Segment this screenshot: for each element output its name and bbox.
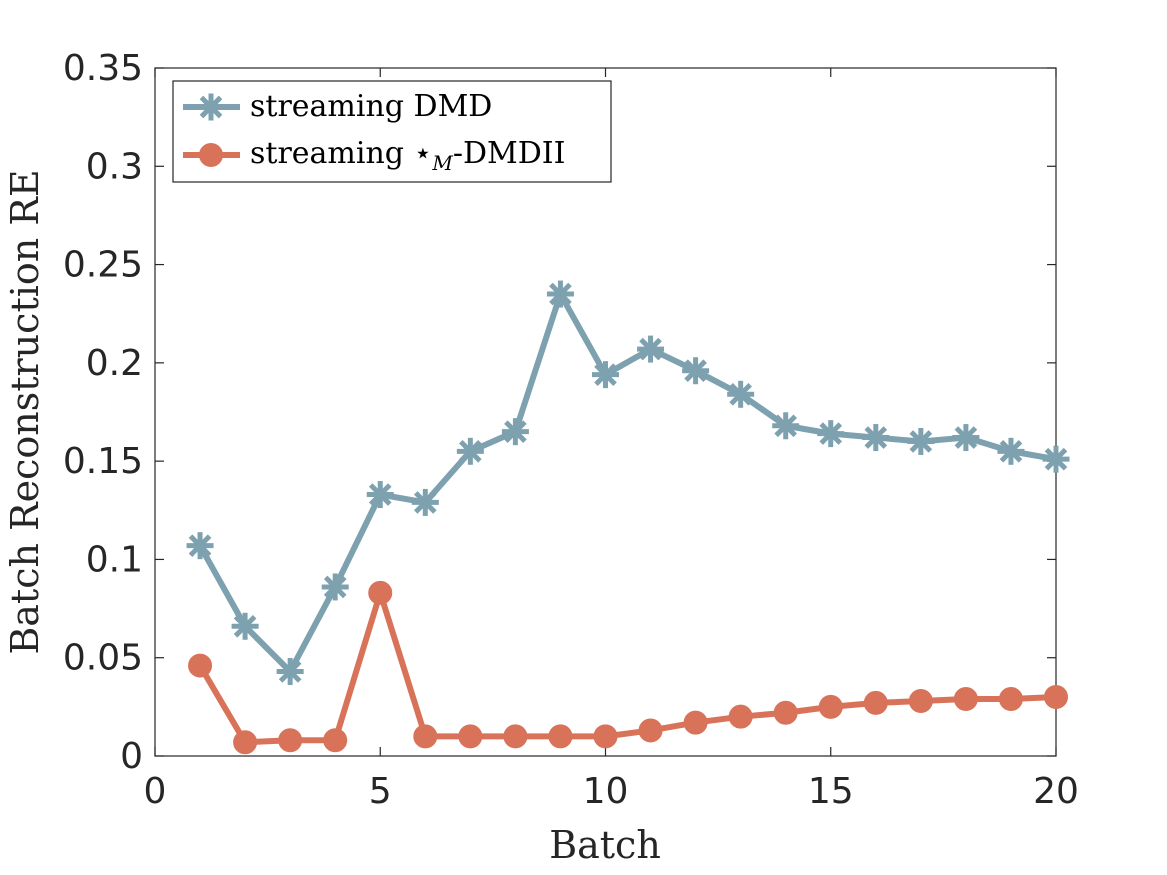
data-point [682, 357, 710, 385]
data-point [592, 361, 619, 389]
data-point [321, 573, 349, 601]
x-tick-label: 15 [808, 771, 854, 812]
legend-swatch-streaming-dmd [183, 93, 240, 121]
y-tick-label: 0.35 [63, 48, 143, 89]
data-point [278, 728, 303, 753]
data-point [908, 688, 933, 713]
data-point [546, 280, 574, 308]
data-point [727, 380, 755, 408]
x-tick-label: 5 [369, 771, 392, 812]
y-tick-label: 0.3 [86, 146, 143, 187]
legend-label-streaming-dmd: streaming DMD [250, 89, 492, 124]
data-point [413, 724, 438, 749]
data-point [953, 686, 978, 711]
data-point [818, 694, 843, 719]
data-point [773, 700, 798, 725]
y-tick-label: 0.25 [63, 245, 143, 286]
series-layer [186, 280, 1070, 755]
y-tick-label: 0.2 [86, 343, 143, 384]
y-axis-title: Batch Reconstruction RE [3, 169, 47, 654]
data-point [233, 730, 258, 755]
axis-ticks: 0 5 10 15 20 0 0.05 0.1 0.15 0.2 0.25 0.3 0.35 [63, 48, 1079, 812]
data-point [998, 686, 1023, 711]
data-point [411, 488, 439, 516]
legend-swatch-streaming-dmdii [183, 143, 240, 167]
data-point [231, 612, 259, 640]
data-point [952, 424, 980, 452]
data-point [458, 724, 483, 749]
data-point [503, 724, 528, 749]
y-tick-label: 0.1 [86, 539, 143, 580]
data-point [501, 418, 529, 446]
x-tick-label: 20 [1033, 771, 1079, 812]
x-tick-label: 10 [583, 771, 629, 812]
data-point [1044, 685, 1068, 710]
y-tick-label: 0 [120, 736, 143, 777]
data-point [638, 718, 663, 743]
data-point [907, 427, 935, 455]
x-axis-title: Batch [549, 823, 661, 867]
y-tick-label: 0.15 [63, 441, 143, 482]
legend: streaming DMD streaming ⋆M-DMDII [172, 80, 612, 183]
legend-marker [197, 93, 225, 121]
y-tick-label: 0.05 [63, 638, 143, 679]
data-point [366, 481, 394, 509]
legend-box [172, 80, 612, 183]
data-point [368, 580, 393, 605]
data-point [548, 724, 573, 749]
data-point [863, 690, 888, 715]
legend-marker [199, 143, 223, 167]
data-point [637, 335, 665, 363]
data-point [683, 710, 708, 735]
data-point [456, 437, 484, 465]
data-point [862, 424, 890, 452]
data-point [323, 728, 348, 753]
data-point [186, 532, 214, 560]
series-streaming-dmd [186, 280, 1070, 685]
data-point [997, 437, 1025, 465]
data-point [1042, 445, 1070, 473]
series-streaming-dmdii [188, 580, 1068, 755]
data-point [276, 657, 304, 685]
data-point [188, 653, 213, 678]
data-point [817, 420, 845, 448]
data-point [593, 724, 618, 749]
x-tick-label: 0 [144, 771, 167, 812]
data-point [772, 412, 800, 440]
legend-label-streaming-dmdii: streaming ⋆M-DMDII [250, 136, 565, 175]
data-point [728, 704, 753, 729]
